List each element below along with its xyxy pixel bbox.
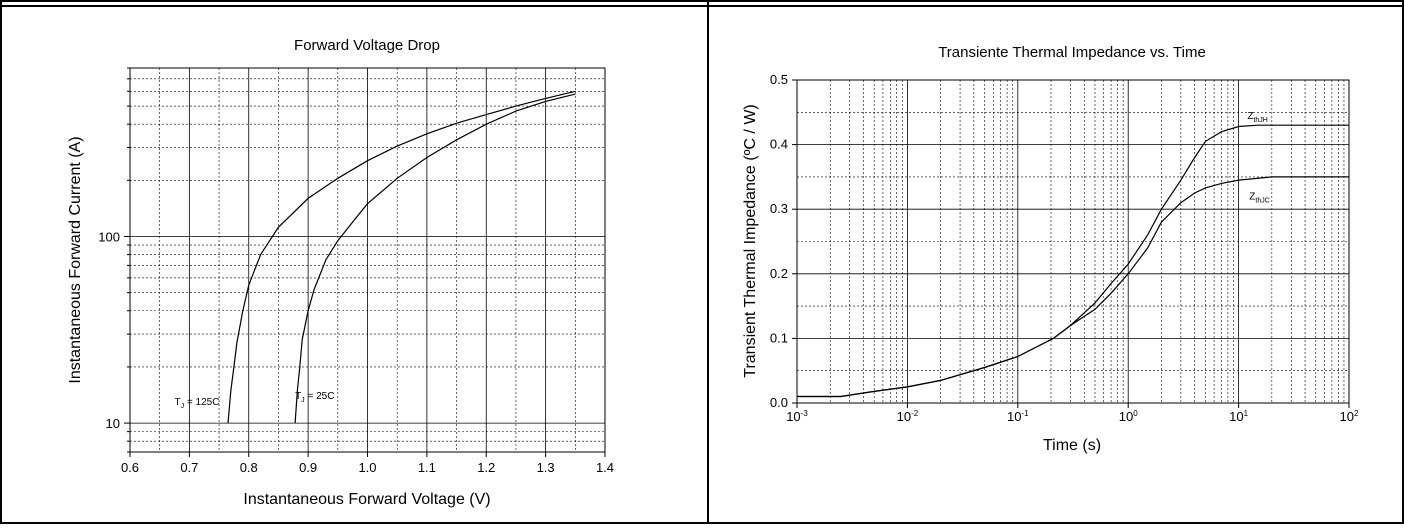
- x-tick-label: 1.4: [596, 460, 614, 475]
- series-label-tj-125c: TJ = 125C: [175, 397, 220, 410]
- x-tick-label: 0.7: [180, 460, 198, 475]
- thermal-impedance-plot-frame: [796, 79, 1350, 404]
- x-tick-label: 1.2: [477, 460, 495, 475]
- x-tick-label: 102: [1340, 409, 1359, 424]
- x-tick-label: 101: [1229, 409, 1248, 424]
- x-tick-label: 0.8: [240, 460, 258, 475]
- series-label-zthjc: ZthJC: [1249, 192, 1270, 205]
- x-tick-label: 10-1: [1007, 409, 1029, 424]
- x-tick-label: 1.0: [358, 460, 376, 475]
- forward-voltage-ylabel: Instantaneous Forward Current (A): [67, 136, 84, 383]
- y-tick-label: 0.4: [770, 137, 788, 152]
- series-label-tj-25c: TJ = 25C: [295, 391, 334, 404]
- forward-voltage-series-labels: TJ = 125C TJ = 25C: [175, 391, 335, 410]
- x-tick-label: 100: [1119, 409, 1138, 424]
- y-tick-label: 100: [98, 230, 120, 245]
- y-tick-label: 0.5: [770, 72, 788, 87]
- forward-voltage-series: [227, 90, 576, 424]
- forward-voltage-ticks: 0.6 0.7 0.8 0.9 1.0 1.1 1.2 1.3 1.4 10 100: [98, 67, 614, 475]
- y-tick-label: 0.0: [770, 395, 788, 410]
- y-tick-label: 0.1: [770, 330, 788, 345]
- x-tick-label: 1.3: [537, 460, 555, 475]
- x-tick-label: 0.6: [121, 460, 139, 475]
- thermal-impedance-chart: 10-3 10-2 10-1 100 101 1020.00.10.20.30.40.5 …: [742, 44, 1359, 454]
- forward-voltage-grid: [129, 67, 606, 453]
- thermal-impedance-ylabel: Transient Thermal Impedance (ºC / W): [742, 104, 759, 377]
- thermal-impedance-title: Transiente Thermal Impedance vs. Time: [938, 44, 1206, 61]
- thermal-impedance-series: [797, 124, 1349, 398]
- forward-voltage-chart: 0.6 0.7 0.8 0.9 1.0 1.1 1.2 1.3 1.4 10 100 TJ = 12…: [67, 37, 614, 508]
- thermal-impedance-xlabel: Time (s): [1043, 437, 1101, 454]
- series-line-tj-25c: [294, 93, 576, 424]
- thermal-impedance-grid: [796, 79, 1349, 404]
- x-tick-label: 0.9: [299, 460, 317, 475]
- x-tick-label: 1.1: [418, 460, 436, 475]
- forward-voltage-xlabel: Instantaneous Forward Voltage (V): [243, 491, 490, 508]
- forward-voltage-title: Forward Voltage Drop: [294, 37, 440, 54]
- x-tick-label: 10-3: [786, 409, 808, 424]
- series-label-zthjh: ZthJH: [1247, 111, 1268, 124]
- series-line-zthjc: [797, 176, 1349, 398]
- x-tick-label: 10-2: [897, 409, 919, 424]
- y-tick-label: 0.3: [770, 201, 788, 216]
- y-tick-label: 0.2: [770, 266, 788, 281]
- thermal-impedance-ticks: 10-3 10-2 10-1 100 101 102 0.0 0.1 0.2 0.3 0.4 0.5: [770, 72, 1359, 424]
- y-tick-label: 10: [106, 416, 120, 431]
- thermal-impedance-series-labels: ZthJH ZthJC: [1247, 111, 1269, 205]
- series-line-tj-125c: [227, 90, 576, 424]
- series-line-zthjh: [797, 124, 1349, 398]
